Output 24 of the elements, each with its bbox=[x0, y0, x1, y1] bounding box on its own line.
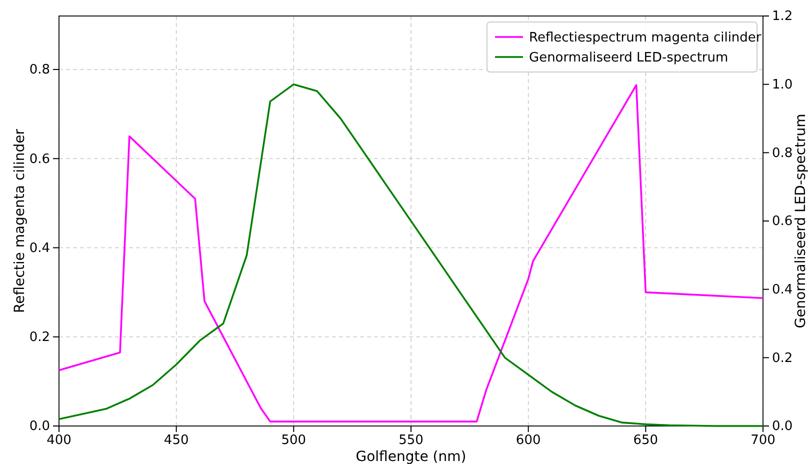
y2-axis-title: Genormaliseerd LED-spectrum bbox=[793, 114, 809, 328]
x-tick-label: 500 bbox=[281, 433, 306, 448]
y-tick-label: 0.6 bbox=[29, 152, 50, 167]
y-tick-label: 0.4 bbox=[29, 240, 50, 256]
x-tick-label: 600 bbox=[516, 433, 541, 448]
y-tick-label: 0.8 bbox=[29, 62, 50, 78]
y-tick-label: 0.0 bbox=[29, 419, 50, 434]
y2-tick-label: 0.6 bbox=[772, 214, 793, 230]
x-axis-title: Golflengte (nm) bbox=[356, 449, 466, 464]
y2-tick-label: 0.4 bbox=[772, 282, 793, 298]
x-tick-label: 400 bbox=[46, 433, 72, 448]
y2-tick-label: 1.0 bbox=[772, 77, 793, 92]
y-tick-label: 0.2 bbox=[29, 330, 50, 346]
x-tick-label: 550 bbox=[398, 433, 424, 448]
y-axis-title: Reflectie magenta cilinder bbox=[12, 128, 28, 313]
y2-tick-label: 1.2 bbox=[772, 9, 793, 24]
y2-tick-label: 0.0 bbox=[772, 419, 793, 434]
x-tick-label: 450 bbox=[164, 433, 189, 448]
y2-tick-label: 0.8 bbox=[772, 146, 793, 161]
y2-tick-label: 0.2 bbox=[772, 350, 793, 366]
legend-label: Genormaliseerd LED-spectrum bbox=[529, 50, 728, 66]
x-tick-label: 650 bbox=[633, 433, 658, 448]
legend-label: Reflectiespectrum magenta cilinder bbox=[529, 30, 762, 46]
x-tick-label: 700 bbox=[750, 433, 776, 448]
